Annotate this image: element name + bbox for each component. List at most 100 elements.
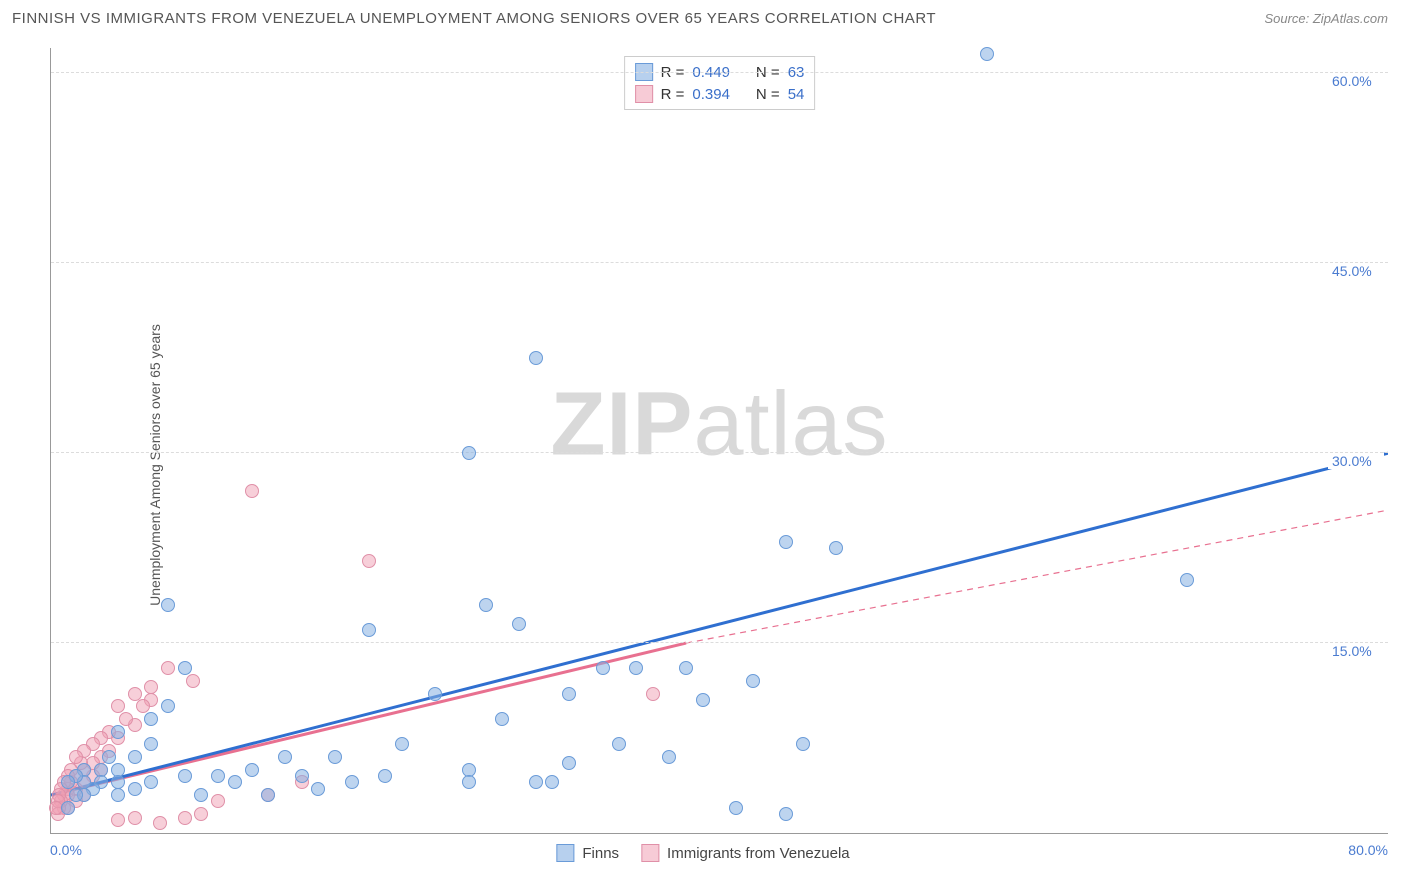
data-point	[111, 725, 125, 739]
data-point	[245, 484, 259, 498]
data-point	[662, 750, 676, 764]
n-label: N =	[756, 86, 780, 103]
data-point	[612, 737, 626, 751]
data-point	[186, 674, 200, 688]
data-point	[378, 769, 392, 783]
r-label: R =	[661, 86, 685, 103]
swatch-pink-icon	[635, 85, 653, 103]
legend-item-finns: Finns	[556, 844, 619, 862]
data-point	[128, 811, 142, 825]
data-point	[529, 351, 543, 365]
data-point	[512, 617, 526, 631]
source-label: Source: ZipAtlas.com	[1264, 10, 1388, 28]
x-axis-max-label: 80.0%	[1348, 842, 1388, 858]
r-value: 0.394	[692, 86, 730, 103]
data-point	[1180, 573, 1194, 587]
data-point	[153, 816, 167, 830]
data-point	[729, 801, 743, 815]
source-name: ZipAtlas.com	[1313, 11, 1388, 26]
data-point	[646, 687, 660, 701]
data-point	[295, 769, 309, 783]
data-point	[679, 661, 693, 675]
data-point	[111, 699, 125, 713]
data-point	[829, 541, 843, 555]
series-legend: Finns Immigrants from Venezuela	[556, 844, 849, 862]
source-prefix: Source:	[1264, 11, 1312, 26]
data-point	[495, 712, 509, 726]
data-point	[362, 623, 376, 637]
data-point	[596, 661, 610, 675]
data-point	[194, 807, 208, 821]
data-point	[629, 661, 643, 675]
gridline-h	[51, 262, 1388, 263]
y-tick-label: 45.0%	[1328, 263, 1384, 279]
corr-row-pink: R = 0.394 N = 54	[635, 83, 805, 105]
data-point	[261, 788, 275, 802]
data-point	[328, 750, 342, 764]
data-point	[128, 687, 142, 701]
data-point	[119, 712, 133, 726]
legend-label: Finns	[582, 845, 619, 862]
x-axis-min-label: 0.0%	[50, 842, 82, 858]
gridline-h	[51, 452, 1388, 453]
data-point	[362, 554, 376, 568]
data-point	[980, 47, 994, 61]
data-point	[545, 775, 559, 789]
data-point	[161, 661, 175, 675]
data-point	[228, 775, 242, 789]
data-point	[178, 661, 192, 675]
data-point	[111, 788, 125, 802]
data-point	[779, 807, 793, 821]
data-point	[395, 737, 409, 751]
legend-item-venezuela: Immigrants from Venezuela	[641, 844, 850, 862]
data-point	[529, 775, 543, 789]
legend-label: Immigrants from Venezuela	[667, 845, 850, 862]
data-point	[128, 750, 142, 764]
data-point	[178, 811, 192, 825]
y-tick-label: 30.0%	[1328, 453, 1384, 469]
regression-lines	[51, 48, 1388, 833]
data-point	[428, 687, 442, 701]
data-point	[245, 763, 259, 777]
data-point	[746, 674, 760, 688]
plot-region: ZIPatlas R = 0.449 N = 63 R = 0.394 N = …	[50, 48, 1388, 834]
gridline-h	[51, 642, 1388, 643]
watermark: ZIPatlas	[550, 373, 888, 476]
data-point	[144, 712, 158, 726]
data-point	[111, 813, 125, 827]
watermark-part1: ZIP	[550, 374, 693, 474]
data-point	[136, 699, 150, 713]
chart-area: Unemployment Among Seniors over 65 years…	[0, 38, 1406, 892]
y-tick-label: 60.0%	[1328, 73, 1384, 89]
regression-line	[51, 453, 1388, 795]
data-point	[178, 769, 192, 783]
swatch-pink-icon	[641, 844, 659, 862]
watermark-part2: atlas	[693, 374, 888, 474]
data-point	[278, 750, 292, 764]
data-point	[211, 794, 225, 808]
y-tick-label: 15.0%	[1328, 643, 1384, 659]
data-point	[696, 693, 710, 707]
data-point	[61, 801, 75, 815]
data-point	[144, 775, 158, 789]
data-point	[144, 737, 158, 751]
correlation-legend: R = 0.449 N = 63 R = 0.394 N = 54	[624, 56, 816, 110]
data-point	[102, 750, 116, 764]
data-point	[211, 769, 225, 783]
data-point	[128, 782, 142, 796]
gridline-h	[51, 72, 1388, 73]
data-point	[161, 598, 175, 612]
data-point	[69, 788, 83, 802]
data-point	[194, 788, 208, 802]
data-point	[779, 535, 793, 549]
data-point	[311, 782, 325, 796]
data-point	[796, 737, 810, 751]
n-value: 54	[788, 86, 805, 103]
data-point	[61, 775, 75, 789]
data-point	[161, 699, 175, 713]
swatch-blue-icon	[556, 844, 574, 862]
data-point	[345, 775, 359, 789]
data-point	[562, 756, 576, 770]
data-point	[479, 598, 493, 612]
regression-line	[686, 510, 1388, 643]
